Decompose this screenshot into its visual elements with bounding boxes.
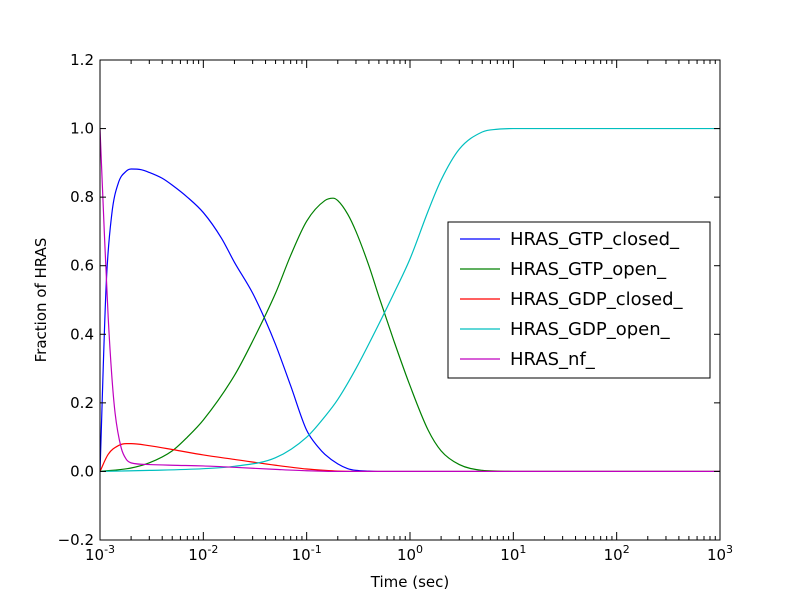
x-tick-label: 10-2 [188,543,218,564]
x-tick-label: 10-1 [292,543,322,564]
axes: −0.2 0.0 0.2 0.4 0.6 0.8 1.0 1.2 10-3 10-2 10-1 100… [58,51,733,564]
x-tick-label: 101 [500,543,526,564]
series-line-hras-gtp-open [100,197,720,473]
legend-label: HRAS_nf_ [510,349,596,370]
y-tick-label: 0.2 [70,394,94,412]
series-line-hras-gdp-open [100,127,720,473]
legend-label: HRAS_GDP_closed_ [510,289,684,310]
legend-label: HRAS_GTP_open_ [510,259,667,280]
y-tick-label: 1.0 [70,120,94,138]
y-tick-label: −0.2 [58,531,94,549]
legend: HRAS_GTP_closed_ HRAS_GTP_open_ HRAS_GDP_c… [447,221,711,379]
y-tick-label: 1.2 [70,51,94,69]
legend-label: HRAS_GDP_open_ [510,319,671,340]
y-tick-label: 0.4 [70,325,94,343]
x-axis-label: Time (sec) [370,573,449,591]
x-tick-label: 103 [707,543,733,564]
y-axis-label: Fraction of HRAS [32,238,50,363]
x-tick-label: 102 [604,543,630,564]
legend-box [447,221,711,379]
x-tick-label: 100 [397,543,423,564]
y-tick-label: 0.0 [70,462,94,480]
x-tick-label: 10-3 [85,543,115,564]
y-tick-label: 0.6 [70,257,94,275]
plot-area [100,127,720,473]
legend-label: HRAS_GTP_closed_ [510,229,680,250]
y-tick-label: 0.8 [70,188,94,206]
series-line-hras-nf [100,128,720,473]
